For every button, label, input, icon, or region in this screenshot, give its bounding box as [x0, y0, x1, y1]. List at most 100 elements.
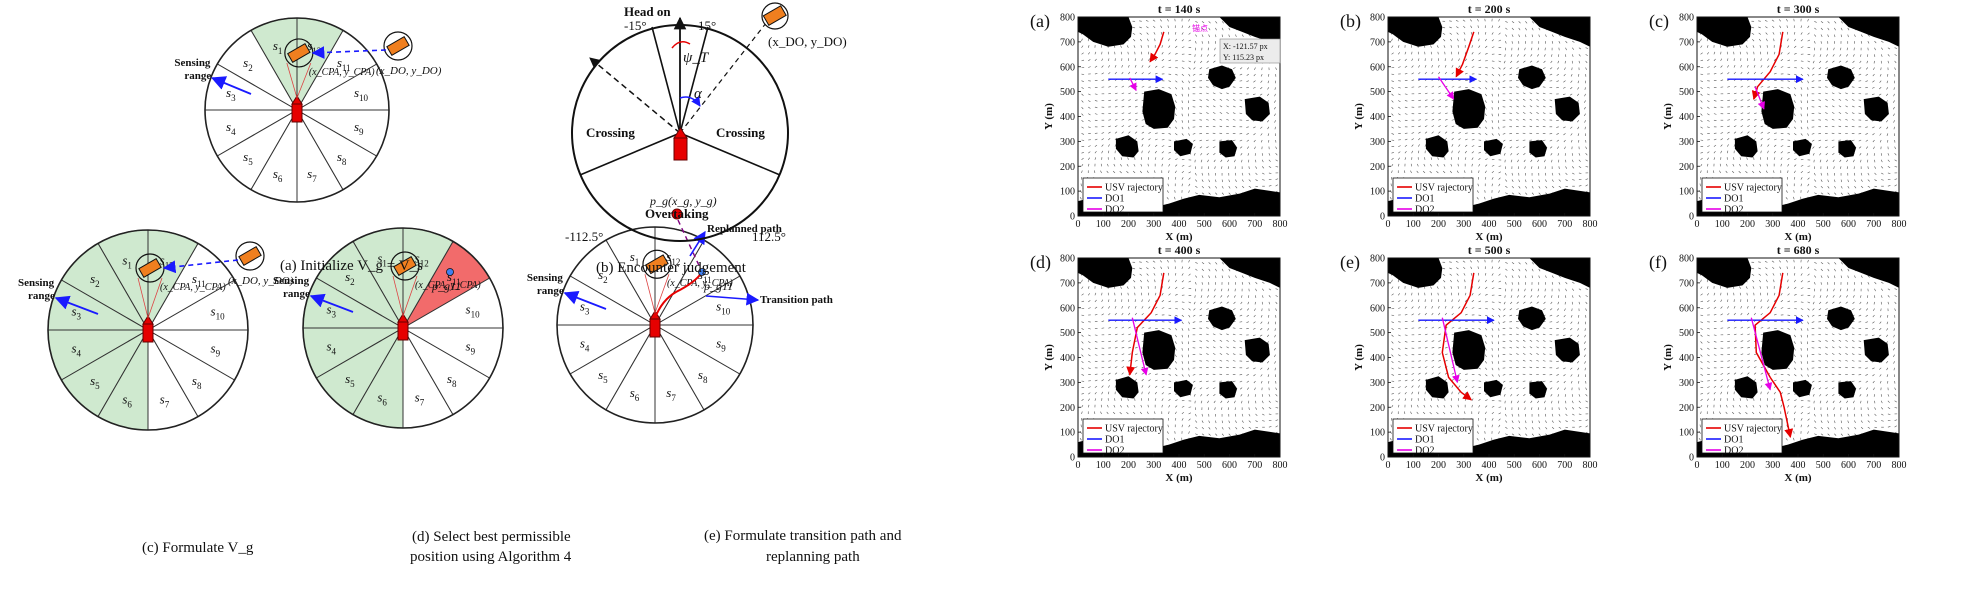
flow-vector — [1398, 307, 1401, 309]
flow-vector — [1226, 353, 1229, 355]
flow-vector — [1793, 93, 1796, 97]
flow-vector — [1807, 133, 1809, 136]
flow-vector — [1260, 367, 1263, 370]
flow-vector — [1551, 400, 1553, 404]
flow-vector — [1438, 359, 1441, 362]
flow-vector — [1199, 112, 1203, 114]
cpa-line-right — [402, 275, 418, 317]
flow-vector — [1175, 399, 1178, 402]
flow-vector — [1208, 21, 1211, 24]
flow-vector — [1464, 157, 1467, 160]
flow-vector — [1195, 34, 1198, 37]
flow-vector — [1860, 34, 1863, 37]
flow-vector — [1464, 292, 1467, 296]
flow-vector — [1865, 146, 1869, 149]
flow-vector — [1577, 361, 1580, 364]
flow-vector — [1485, 286, 1488, 289]
flow-vector — [1121, 340, 1125, 342]
flow-vector — [1234, 400, 1236, 404]
flow-vector — [1418, 334, 1421, 336]
flow-vector — [1168, 133, 1172, 135]
flow-vector — [1114, 353, 1118, 355]
flow-vector — [1510, 295, 1513, 298]
flow-vector — [1713, 51, 1716, 55]
flow-vector — [1720, 72, 1723, 75]
flow-vector — [1114, 326, 1118, 329]
flow-vector — [1570, 328, 1573, 331]
flow-vector — [1733, 85, 1737, 88]
flow-vector — [1154, 306, 1158, 309]
flow-vector — [1525, 420, 1527, 424]
flow-vector — [1477, 25, 1479, 29]
flow-vector — [1739, 45, 1741, 48]
flow-vector — [1456, 170, 1459, 174]
flow-vector — [1577, 133, 1580, 136]
flow-vector — [1247, 153, 1250, 156]
flow-vector — [1128, 305, 1130, 309]
flow-vector — [1491, 177, 1494, 180]
flow-vector — [1780, 145, 1784, 147]
flow-vector — [1509, 112, 1513, 114]
flow-vector — [1208, 192, 1211, 195]
flow-vector — [1093, 170, 1096, 174]
flow-vector — [1484, 279, 1487, 283]
flow-vector — [1471, 163, 1473, 167]
flow-vector — [1155, 379, 1158, 382]
flow-vector — [1758, 38, 1761, 42]
flow-vector — [1233, 301, 1236, 304]
flow-vector — [1267, 133, 1270, 136]
flow-vector — [1811, 73, 1815, 76]
flow-vector — [1827, 185, 1830, 189]
flow-vector — [1524, 407, 1526, 410]
flow-vector — [1391, 106, 1394, 110]
flow-vector — [1192, 380, 1196, 383]
sector-label-s4: s4 — [326, 339, 336, 357]
flow-vector — [1241, 172, 1244, 176]
flow-vector — [1212, 339, 1216, 342]
flow-vector — [1101, 379, 1104, 382]
flow-vector — [1398, 126, 1401, 128]
flow-vector — [1274, 328, 1276, 331]
flow-vector — [1444, 378, 1447, 382]
flow-vector — [1511, 185, 1514, 189]
flow-vector — [1430, 51, 1432, 55]
flow-vector — [1766, 163, 1768, 167]
flow-vector — [1484, 367, 1488, 370]
flow-vector — [1807, 171, 1811, 174]
island-left-lower — [1115, 376, 1139, 399]
flow-vector — [1713, 100, 1717, 102]
flow-vector — [1498, 424, 1501, 428]
flow-vector — [1199, 105, 1203, 108]
flow-vector — [1550, 54, 1553, 57]
flow-vector — [1525, 262, 1528, 265]
flow-vector — [1200, 54, 1203, 57]
flow-vector — [1398, 354, 1401, 357]
flow-vector — [1188, 67, 1191, 70]
flow-vector — [1167, 431, 1169, 434]
flow-vector — [1531, 420, 1534, 424]
flow-vector — [1549, 380, 1553, 383]
flow-vector — [1516, 105, 1519, 108]
flow-vector — [1438, 305, 1440, 309]
flow-vector — [1275, 308, 1277, 312]
flow-vector — [1565, 179, 1568, 182]
flow-vector — [1181, 334, 1183, 338]
flow-vector — [1517, 407, 1519, 410]
sector-label-s9: s9 — [211, 341, 221, 359]
flow-vector — [1834, 34, 1836, 38]
flow-vector — [1436, 412, 1439, 415]
flow-vector — [1767, 150, 1769, 154]
flow-vector — [1239, 347, 1243, 349]
flow-vector — [1268, 407, 1272, 409]
flow-vector — [1484, 196, 1486, 200]
flow-vector — [1529, 359, 1533, 362]
y-tick-label: 400 — [1370, 353, 1385, 364]
flow-vector — [1181, 25, 1184, 29]
flow-vector — [1121, 305, 1123, 309]
flow-vector — [1424, 131, 1428, 134]
flow-vector — [1174, 38, 1177, 42]
flow-vector — [1545, 34, 1547, 38]
flow-vector — [1578, 172, 1582, 174]
flow-vector — [1557, 301, 1560, 305]
